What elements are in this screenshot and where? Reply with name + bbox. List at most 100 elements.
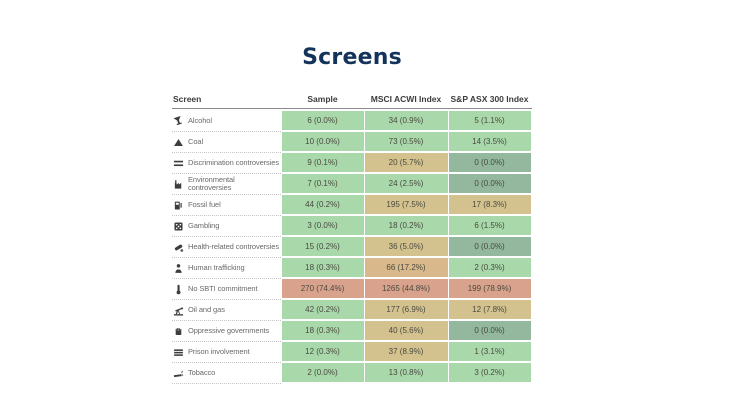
- row-label-cell: No SBTI commitment: [172, 279, 281, 300]
- dice-icon: [173, 221, 184, 232]
- cell-sp-asx-300-index: 5 (1.1%): [448, 111, 531, 130]
- row-label-cell: Environmental controversies: [172, 174, 281, 195]
- cell-sp-asx-300-index: 17 (8.3%): [448, 195, 531, 214]
- row-label-cell: Oil and gas: [172, 300, 281, 321]
- row-label-cell: Oppressive governments: [172, 321, 281, 342]
- column-header-screen: Screen: [173, 94, 202, 104]
- cell-sample: 18 (0.3%): [281, 321, 364, 340]
- row-label: Fossil fuel: [188, 199, 221, 209]
- cell-msci-acwi-index: 195 (7.5%): [364, 195, 448, 214]
- row-label: Tobacco: [188, 367, 216, 377]
- cell-sp-asx-300-index: 0 (0.0%): [448, 153, 531, 172]
- row-label: Alcohol: [188, 115, 212, 125]
- cell-msci-acwi-index: 36 (5.0%): [364, 237, 448, 256]
- cell-msci-acwi-index: 24 (2.5%): [364, 174, 448, 193]
- table-row: Fossil fuel 44 (0.2%) 195 (7.5%) 17 (8.3…: [172, 195, 532, 216]
- table-row: Prison involvement 12 (0.3%) 37 (8.9%) 1…: [172, 342, 532, 363]
- row-label-cell: Human trafficking: [172, 258, 281, 279]
- screens-section: Screens Screen Sample MSCI ACWI Index S&…: [172, 44, 532, 384]
- cell-sample: 18 (0.3%): [281, 258, 364, 277]
- table-header: Screen Sample MSCI ACWI Index S&P ASX 30…: [172, 94, 532, 109]
- cell-msci-acwi-index: 177 (6.9%): [364, 300, 448, 319]
- unequal-scales-icon: [173, 158, 184, 169]
- cell-msci-acwi-index: 66 (17.2%): [364, 258, 448, 277]
- table-row: No SBTI commitment 270 (74.4%) 1265 (44.…: [172, 279, 532, 300]
- cigarette-icon: [173, 368, 184, 379]
- factory-icon: [173, 179, 184, 190]
- cell-sample: 12 (0.3%): [281, 342, 364, 361]
- prison-bars-icon: [173, 347, 184, 358]
- table-row: Alcohol 6 (0.0%) 34 (0.9%) 5 (1.1%): [172, 111, 532, 132]
- thermometer-icon: [173, 284, 184, 295]
- row-label: Environmental controversies: [188, 174, 235, 192]
- table-row: Tobacco 2 (0.0%) 13 (0.8%) 3 (0.2%): [172, 363, 532, 384]
- cell-msci-acwi-index: 18 (0.2%): [364, 216, 448, 235]
- cell-sample: 42 (0.2%): [281, 300, 364, 319]
- row-label-cell: Fossil fuel: [172, 195, 281, 216]
- cell-sample: 2 (0.0%): [281, 363, 364, 382]
- row-label: Oil and gas: [188, 304, 225, 314]
- cell-sp-asx-300-index: 14 (3.5%): [448, 132, 531, 151]
- cell-msci-acwi-index: 34 (0.9%): [364, 111, 448, 130]
- column-header-sample: Sample: [307, 94, 338, 104]
- column-header-sp-asx-300: S&P ASX 300 Index: [450, 94, 529, 104]
- fuel-pump-icon: [173, 200, 184, 211]
- cell-msci-acwi-index: 40 (5.6%): [364, 321, 448, 340]
- table-row: Human trafficking 18 (0.3%) 66 (17.2%) 2…: [172, 258, 532, 279]
- oil-pump-icon: [173, 305, 184, 316]
- row-label-cell: Tobacco: [172, 363, 281, 384]
- person-icon: [173, 263, 184, 274]
- cell-sample: 3 (0.0%): [281, 216, 364, 235]
- row-label: No SBTI commitment: [188, 283, 258, 293]
- row-label: Discrimination controversies: [188, 157, 279, 167]
- cell-sample: 6 (0.0%): [281, 111, 364, 130]
- cell-sp-asx-300-index: 1 (3.1%): [448, 342, 531, 361]
- column-header-msci-acwi: MSCI ACWI Index: [370, 94, 442, 104]
- cell-msci-acwi-index: 13 (0.8%): [364, 363, 448, 382]
- cell-sp-asx-300-index: 0 (0.0%): [448, 174, 531, 193]
- table-row: Coal 10 (0.0%) 73 (0.5%) 14 (3.5%): [172, 132, 532, 153]
- table-row: Oppressive governments 18 (0.3%) 40 (5.6…: [172, 321, 532, 342]
- table-row: Environmental controversies 7 (0.1%) 24 …: [172, 174, 532, 195]
- page-title: Screens: [302, 45, 402, 70]
- screens-table: Screen Sample MSCI ACWI Index S&P ASX 30…: [172, 94, 532, 384]
- table-row: Health-related controversies 15 (0.2%) 3…: [172, 237, 532, 258]
- row-label-cell: Prison involvement: [172, 342, 281, 363]
- cell-sp-asx-300-index: 0 (0.0%): [448, 321, 531, 340]
- row-label-cell: Discrimination controversies: [172, 153, 281, 174]
- row-label-cell: Alcohol: [172, 111, 281, 132]
- raised-fist-icon: [173, 326, 184, 337]
- cell-msci-acwi-index: 20 (5.7%): [364, 153, 448, 172]
- row-label: Oppressive governments: [188, 325, 270, 335]
- cell-sample: 270 (74.4%): [281, 279, 364, 298]
- cell-sp-asx-300-index: 6 (1.5%): [448, 216, 531, 235]
- pills-icon: [173, 242, 184, 253]
- row-label: Coal: [188, 136, 204, 146]
- row-label-cell: Health-related controversies: [172, 237, 281, 258]
- cell-msci-acwi-index: 37 (8.9%): [364, 342, 448, 361]
- table-row: Oil and gas 42 (0.2%) 177 (6.9%) 12 (7.8…: [172, 300, 532, 321]
- cell-sp-asx-300-index: 0 (0.0%): [448, 237, 531, 256]
- cell-sp-asx-300-index: 3 (0.2%): [448, 363, 531, 382]
- row-label-cell: Coal: [172, 132, 281, 153]
- cell-msci-acwi-index: 73 (0.5%): [364, 132, 448, 151]
- coal-mound-icon: [173, 137, 184, 148]
- cell-sample: 9 (0.1%): [281, 153, 364, 172]
- table-body: Alcohol 6 (0.0%) 34 (0.9%) 5 (1.1%) Coal…: [172, 111, 532, 384]
- cell-sample: 15 (0.2%): [281, 237, 364, 256]
- row-label: Human trafficking: [188, 262, 245, 272]
- cell-sample: 44 (0.2%): [281, 195, 364, 214]
- cell-sample: 7 (0.1%): [281, 174, 364, 193]
- row-label-cell: Gambling: [172, 216, 281, 237]
- cell-msci-acwi-index: 1265 (44.8%): [364, 279, 448, 298]
- row-label: Prison involvement: [188, 346, 250, 356]
- row-label: Gambling: [188, 220, 220, 230]
- table-row: Discrimination controversies 9 (0.1%) 20…: [172, 153, 532, 174]
- cell-sample: 10 (0.0%): [281, 132, 364, 151]
- cell-sp-asx-300-index: 12 (7.8%): [448, 300, 531, 319]
- cell-sp-asx-300-index: 2 (0.3%): [448, 258, 531, 277]
- row-label: Health-related controversies: [188, 241, 279, 251]
- cocktail-glass-icon: [173, 115, 184, 127]
- cell-sp-asx-300-index: 199 (78.9%): [448, 279, 531, 298]
- table-row: Gambling 3 (0.0%) 18 (0.2%) 6 (1.5%): [172, 216, 532, 237]
